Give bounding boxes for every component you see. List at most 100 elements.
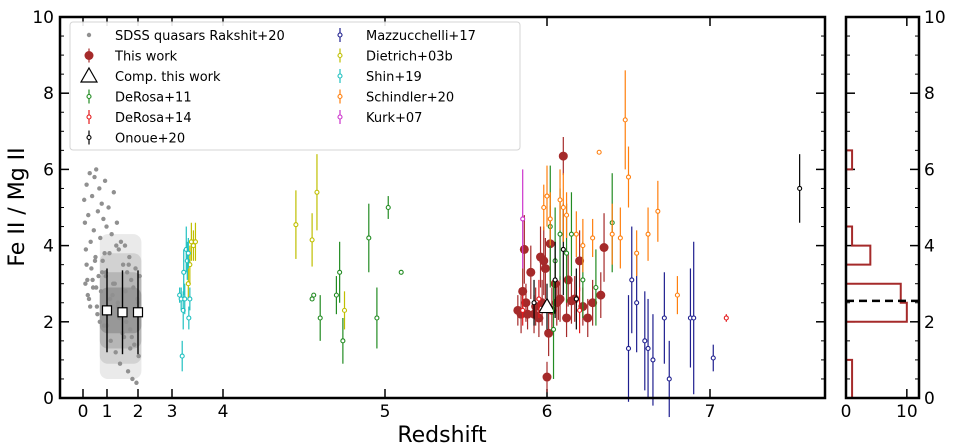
series-2 bbox=[537, 283, 557, 330]
legend-label: Shin+19 bbox=[366, 70, 422, 85]
this-work-point bbox=[544, 328, 554, 338]
sdss-point bbox=[100, 258, 105, 264]
data-point bbox=[531, 300, 537, 306]
legend-item: Schindler+20 bbox=[337, 89, 454, 106]
sdss-point bbox=[92, 258, 98, 264]
series-8 bbox=[177, 226, 193, 372]
legend-item: Onoue+20 bbox=[86, 130, 185, 147]
data-point bbox=[564, 212, 570, 218]
sdss-point bbox=[95, 311, 100, 317]
this-work-point bbox=[588, 298, 598, 308]
series-3 bbox=[309, 165, 615, 379]
legend-label: Mazzucchelli+17 bbox=[366, 29, 476, 44]
sdss-point bbox=[124, 319, 129, 324]
data-point bbox=[187, 296, 193, 302]
sdss-point bbox=[106, 205, 111, 210]
sdss-point bbox=[97, 319, 103, 324]
series-1 bbox=[513, 137, 609, 393]
data-point bbox=[609, 231, 615, 237]
this-work-point bbox=[575, 256, 585, 266]
data-point bbox=[536, 296, 542, 302]
sdss-point bbox=[82, 197, 87, 203]
this-work-point bbox=[555, 294, 565, 304]
data-point bbox=[645, 231, 651, 237]
y-tick-label: 6 bbox=[43, 160, 54, 180]
data-point bbox=[182, 296, 188, 302]
data-point bbox=[557, 197, 563, 203]
sdss-point bbox=[93, 254, 98, 260]
this-work-point bbox=[539, 256, 549, 266]
legend-label: This work bbox=[114, 50, 178, 65]
sdss-point bbox=[126, 262, 131, 267]
sdss-point bbox=[116, 247, 121, 252]
data-point bbox=[723, 315, 729, 321]
sdss-point bbox=[117, 361, 123, 366]
data-point bbox=[520, 307, 526, 313]
y-tick-label: 8 bbox=[43, 84, 54, 104]
data-point bbox=[710, 355, 716, 361]
data-point bbox=[520, 216, 526, 222]
legend-label: Kurk+07 bbox=[366, 111, 422, 126]
histogram-axes-frame bbox=[844, 15, 921, 400]
sdss-point bbox=[118, 239, 124, 244]
y-tick-label: 4 bbox=[43, 237, 54, 257]
sdss-point bbox=[88, 239, 93, 244]
sdss-point bbox=[107, 251, 112, 256]
data-point bbox=[691, 315, 697, 321]
median-square bbox=[132, 307, 144, 318]
sdss-point bbox=[89, 266, 94, 271]
legend-item: This work bbox=[84, 48, 178, 65]
x-tick-label: 6 bbox=[542, 402, 553, 422]
x-tick-label: 0 bbox=[78, 402, 89, 422]
x-tick-label: 7 bbox=[705, 402, 716, 422]
sdss-point bbox=[92, 174, 97, 180]
histogram-plot bbox=[845, 149, 919, 399]
sdss-point bbox=[90, 277, 95, 283]
legend-label: Schindler+20 bbox=[366, 91, 454, 106]
legend-item: Dietrich+03b bbox=[337, 48, 453, 65]
data-point bbox=[573, 296, 579, 302]
legend-marker bbox=[86, 32, 92, 38]
hist-y-tick-label: 6 bbox=[924, 160, 935, 180]
this-work-point bbox=[583, 313, 593, 323]
this-work-point bbox=[519, 244, 529, 254]
data-point bbox=[560, 204, 566, 211]
data-point bbox=[596, 149, 602, 155]
sdss-point bbox=[101, 216, 106, 222]
data-point bbox=[593, 284, 599, 291]
legend-label: Onoue+20 bbox=[115, 132, 185, 147]
this-work-point bbox=[562, 313, 572, 323]
data-point bbox=[398, 269, 404, 275]
legend-marker bbox=[84, 51, 94, 60]
sdss-point bbox=[91, 228, 97, 233]
sdss-point bbox=[134, 380, 139, 385]
sdss-point bbox=[84, 262, 89, 267]
data-point bbox=[590, 235, 596, 241]
sdss-point bbox=[98, 289, 104, 294]
data-point bbox=[341, 307, 348, 313]
sdss-point bbox=[87, 171, 92, 176]
legend-marker bbox=[79, 66, 99, 83]
sdss-point bbox=[113, 350, 118, 355]
data-point bbox=[650, 357, 656, 363]
data-point bbox=[580, 243, 586, 249]
sdss-point bbox=[128, 327, 133, 332]
data-point bbox=[340, 338, 346, 344]
sdss-point bbox=[110, 292, 115, 298]
hist-y-tick-label: 8 bbox=[924, 84, 935, 104]
data-point bbox=[547, 216, 553, 222]
this-work-point bbox=[558, 151, 568, 161]
data-point bbox=[580, 277, 586, 283]
series-7 bbox=[185, 154, 348, 330]
data-point bbox=[797, 185, 803, 191]
sdss-point bbox=[128, 277, 134, 283]
data-point bbox=[625, 174, 632, 180]
hist-x-tick-label: 10 bbox=[896, 402, 918, 422]
data-point bbox=[185, 250, 191, 256]
sdss-point bbox=[99, 201, 104, 206]
sdss-point bbox=[114, 220, 120, 225]
legend-item: DeRosa+14 bbox=[86, 110, 192, 126]
sdss-point bbox=[109, 231, 114, 237]
series-10 bbox=[520, 169, 526, 269]
sdss-point bbox=[86, 212, 91, 218]
